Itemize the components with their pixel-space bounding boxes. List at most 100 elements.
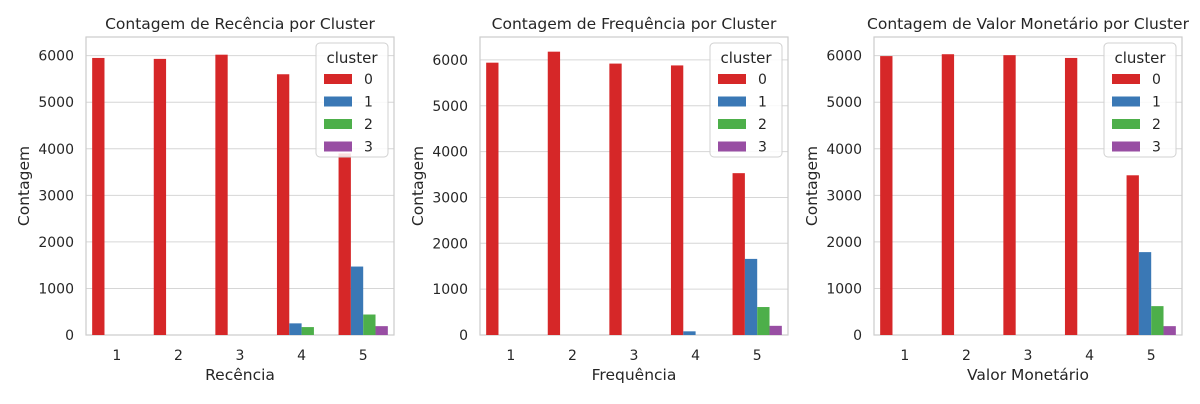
bar-cluster-2 — [363, 315, 375, 335]
x-tick-label: 1 — [112, 348, 121, 364]
bar-cluster-0 — [92, 58, 104, 335]
bar-cluster-1 — [351, 267, 363, 335]
bar-cluster-0 — [486, 63, 498, 335]
y-tick-label: 0 — [459, 328, 468, 344]
legend-swatch-3 — [718, 142, 746, 152]
chart-title: Contagem de Valor Monetário por Cluster — [867, 15, 1190, 33]
y-tick-label: 2000 — [38, 235, 74, 251]
legend-title: cluster — [720, 49, 772, 67]
bar-cluster-1 — [1139, 252, 1151, 335]
y-tick-label: 2000 — [432, 236, 468, 252]
x-tick-label: 1 — [506, 348, 515, 364]
bar-cluster-0 — [1003, 55, 1015, 335]
x-tick-label: 2 — [962, 348, 971, 364]
legend-swatch-2 — [324, 119, 352, 129]
legend-swatch-3 — [324, 142, 352, 152]
x-tick-label: 3 — [630, 348, 639, 364]
legend-swatch-1 — [718, 97, 746, 107]
y-tick-label: 4000 — [826, 142, 862, 158]
bar-cluster-1 — [683, 331, 695, 335]
bar-cluster-0 — [277, 74, 289, 335]
legend-swatch-0 — [1112, 74, 1140, 84]
y-tick-label: 1000 — [432, 282, 468, 298]
legend-label: 0 — [758, 72, 767, 88]
y-tick-label: 3000 — [38, 188, 74, 204]
y-tick-label: 5000 — [826, 95, 862, 111]
y-tick-label: 5000 — [38, 95, 74, 111]
legend-label: 1 — [364, 95, 373, 111]
bar-cluster-0 — [671, 65, 683, 335]
bar-cluster-0 — [880, 56, 892, 335]
x-tick-label: 2 — [568, 348, 577, 364]
legend: cluster 0 1 2 3 — [1104, 43, 1176, 157]
x-tick-label: 4 — [1085, 348, 1094, 364]
bar-cluster-0 — [215, 55, 227, 335]
legend-label: 1 — [1152, 95, 1161, 111]
legend-label: 3 — [364, 140, 373, 156]
y-axis-label: Contagem — [15, 146, 33, 226]
x-tick-label: 5 — [1147, 348, 1156, 364]
legend-title: cluster — [1114, 49, 1166, 67]
y-tick-label: 4000 — [432, 145, 468, 161]
bar-cluster-0 — [609, 64, 621, 335]
x-tick-label: 5 — [753, 348, 762, 364]
x-tick-label: 3 — [1024, 348, 1033, 364]
x-tick-label: 3 — [236, 348, 245, 364]
bar-cluster-0 — [1065, 58, 1077, 335]
legend-label: 1 — [758, 95, 767, 111]
chart-panel-1: 0 1000 2000 3000 4000 5000 6000 1 2 3 4 5 Contagem d… — [15, 15, 394, 384]
bar-cluster-0 — [154, 59, 166, 335]
legend: cluster 0 1 2 3 — [316, 43, 388, 157]
y-tick-label: 5000 — [432, 99, 468, 115]
chart-title: Contagem de Frequência por Cluster — [492, 15, 777, 33]
x-axis-label: Recência — [205, 366, 275, 384]
legend-label: 0 — [1152, 72, 1161, 88]
bar-cluster-3 — [770, 326, 782, 335]
bar-cluster-1 — [289, 323, 301, 335]
y-tick-label: 6000 — [38, 49, 74, 65]
legend: cluster 0 1 2 3 — [710, 43, 782, 157]
legend-swatch-2 — [1112, 119, 1140, 129]
x-axis-label: Valor Monetário — [967, 366, 1089, 384]
y-tick-label: 1000 — [38, 281, 74, 297]
legend-label: 0 — [364, 72, 373, 88]
x-tick-label: 4 — [297, 348, 306, 364]
y-tick-label: 0 — [65, 328, 74, 344]
bar-cluster-0 — [548, 52, 560, 335]
x-tick-label: 4 — [691, 348, 700, 364]
y-tick-label: 1000 — [826, 281, 862, 297]
y-tick-label: 6000 — [826, 49, 862, 65]
chart-title: Contagem de Recência por Cluster — [105, 15, 375, 33]
y-tick-label: 6000 — [432, 53, 468, 69]
legend-swatch-0 — [718, 74, 746, 84]
bar-cluster-0 — [733, 173, 745, 335]
bar-cluster-0 — [942, 54, 954, 335]
x-axis-label: Frequência — [592, 366, 677, 384]
bar-cluster-2 — [302, 327, 314, 335]
y-tick-label: 2000 — [826, 235, 862, 251]
y-axis-label: Contagem — [409, 146, 427, 226]
x-tick-label: 2 — [174, 348, 183, 364]
legend-swatch-2 — [718, 119, 746, 129]
bar-cluster-3 — [1164, 326, 1176, 335]
y-tick-label: 4000 — [38, 142, 74, 158]
legend-swatch-0 — [324, 74, 352, 84]
y-axis-label: Contagem — [803, 146, 821, 226]
y-tick-label: 3000 — [826, 188, 862, 204]
chart-panel-3: 0 1000 2000 3000 4000 5000 6000 1 2 3 4 5 Contagem d… — [803, 15, 1190, 384]
legend-swatch-1 — [324, 97, 352, 107]
chart-panel-2: 0 1000 2000 3000 4000 5000 6000 1 2 3 4 5 Contagem d… — [409, 15, 788, 384]
legend-label: 2 — [364, 117, 373, 133]
legend-label: 3 — [758, 140, 767, 156]
bar-cluster-3 — [376, 326, 388, 335]
x-tick-label: 5 — [359, 348, 368, 364]
x-tick-label: 1 — [900, 348, 909, 364]
legend-label: 3 — [1152, 140, 1161, 156]
legend-label: 2 — [758, 117, 767, 133]
y-tick-label: 3000 — [432, 190, 468, 206]
legend-label: 2 — [1152, 117, 1161, 133]
bar-cluster-1 — [745, 259, 757, 335]
bar-cluster-2 — [757, 307, 769, 335]
